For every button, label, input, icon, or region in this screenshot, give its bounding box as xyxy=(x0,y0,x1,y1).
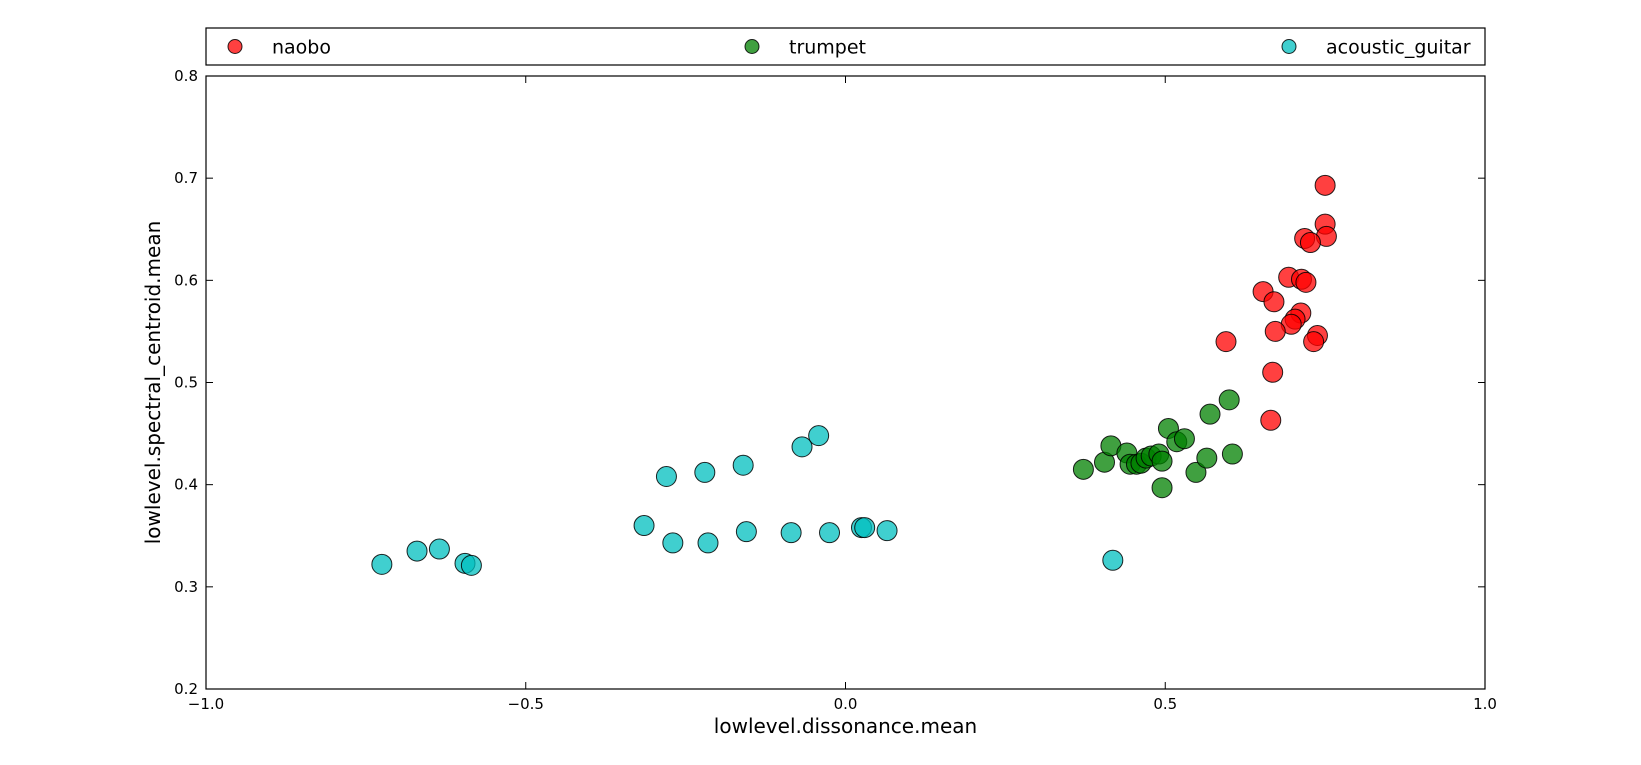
axis-ticks: −1.0 −0.5 0.0 0.5 1.0 0.2 0.3 0.4 0.5 0.6 0.7 0.8 xyxy=(174,67,1497,713)
legend-label: acoustic_guitar xyxy=(1326,37,1471,59)
data-point xyxy=(655,465,677,487)
data-point xyxy=(1299,232,1321,254)
data-point xyxy=(1072,458,1094,480)
data-point xyxy=(780,522,802,544)
data-point xyxy=(791,436,813,458)
legend-label: naobo xyxy=(272,37,331,59)
legend-item-trumpet: trumpet xyxy=(744,37,866,59)
plot-frame xyxy=(205,75,1486,690)
legend-marker xyxy=(1281,39,1297,54)
data-point xyxy=(1185,461,1207,483)
x-tick-label: 0.5 xyxy=(1153,695,1177,713)
data-point xyxy=(854,517,876,539)
y-tick-label: 0.3 xyxy=(174,578,198,596)
x-axis-label: lowlevel.dissonance.mean xyxy=(714,714,977,738)
series-naobo xyxy=(1215,174,1337,431)
data-point xyxy=(428,538,450,560)
legend-box xyxy=(205,27,1486,66)
plot-area-border xyxy=(205,75,1486,690)
data-point xyxy=(819,522,841,544)
data-point xyxy=(1173,428,1195,450)
legend-label: trumpet xyxy=(789,37,866,59)
data-point xyxy=(694,461,716,483)
data-point xyxy=(1264,320,1286,342)
data-point xyxy=(1151,477,1173,499)
data-point xyxy=(732,454,754,476)
data-point xyxy=(1215,331,1237,353)
x-tick-label: 1.0 xyxy=(1473,695,1497,713)
data-point xyxy=(1151,450,1173,472)
legend-marker xyxy=(744,39,760,54)
legend-marker xyxy=(227,39,243,54)
data-point xyxy=(1314,174,1336,196)
series-trumpet xyxy=(1072,389,1243,499)
data-point xyxy=(1295,271,1317,293)
data-point xyxy=(808,425,830,447)
series-acoustic-guitar xyxy=(371,425,1124,576)
x-tick-label: −0.5 xyxy=(508,695,544,713)
legend-item-acoustic-guitar: acoustic_guitar xyxy=(1281,37,1471,59)
data-point xyxy=(1218,389,1240,411)
y-axis-label: lowlevel.spectral_centroid.mean xyxy=(141,221,165,545)
axis-labels: lowlevel.dissonance.mean lowlevel.spectra… xyxy=(141,221,977,738)
x-tick-label: −1.0 xyxy=(188,695,224,713)
y-tick-label: 0.2 xyxy=(174,680,198,698)
data-point xyxy=(1262,361,1284,383)
data-point xyxy=(1260,409,1282,431)
data-point xyxy=(406,540,428,562)
legend-item-naobo: naobo xyxy=(227,37,331,59)
data-point xyxy=(1102,549,1124,571)
data-point xyxy=(697,532,719,554)
data-point xyxy=(371,553,393,575)
y-tick-label: 0.6 xyxy=(174,271,198,289)
legend: naobo trumpet acoustic_guitar xyxy=(205,27,1486,66)
data-point xyxy=(1196,447,1218,469)
data-point xyxy=(633,515,655,537)
data-point xyxy=(735,521,757,543)
x-tick-label: 0.0 xyxy=(834,695,858,713)
data-point xyxy=(662,532,684,554)
y-tick-label: 0.7 xyxy=(174,169,198,187)
data-points xyxy=(371,174,1337,576)
data-point xyxy=(1303,331,1325,353)
data-point xyxy=(876,520,898,542)
data-point xyxy=(1199,403,1221,425)
y-tick-label: 0.5 xyxy=(174,374,198,392)
data-point xyxy=(1221,443,1243,465)
data-point xyxy=(1263,291,1285,313)
y-tick-label: 0.4 xyxy=(174,476,198,494)
data-point xyxy=(460,554,482,576)
y-tick-label: 0.8 xyxy=(174,67,198,85)
